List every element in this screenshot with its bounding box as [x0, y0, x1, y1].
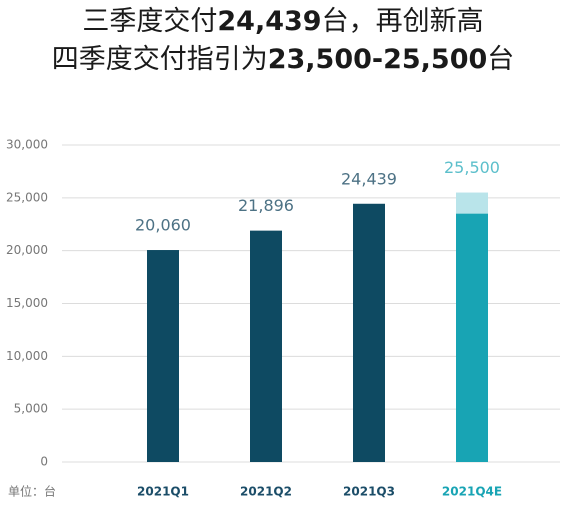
- title-line: 三季度交付24,439台，再创新高: [82, 6, 483, 37]
- bar: [147, 250, 179, 462]
- title-line: 四季度交付指引为23,500-25,500台: [52, 44, 515, 75]
- y-tick-label: 15,000: [6, 296, 48, 310]
- value-label: 20,060: [135, 216, 191, 235]
- value-label: 21,896: [238, 196, 294, 215]
- title-part: 台: [487, 44, 514, 75]
- bar-guidance-low: [456, 213, 488, 462]
- y-tick-label: 10,000: [6, 349, 48, 363]
- x-tick-label: 2021Q4E: [442, 485, 502, 499]
- x-tick-label: 2021Q2: [240, 485, 292, 499]
- bar: [353, 203, 385, 462]
- title-part: 24,439: [217, 6, 321, 37]
- y-tick-label: 20,000: [6, 243, 48, 257]
- x-tick-label: 2021Q1: [137, 485, 189, 499]
- title-part: 四季度交付指引为: [52, 44, 268, 75]
- value-label: 24,439: [341, 169, 397, 188]
- unit-label: 单位：台: [8, 484, 56, 499]
- title-part: 23,500-25,500: [268, 44, 488, 75]
- bar: [250, 230, 282, 462]
- y-tick-label: 0: [40, 455, 48, 469]
- y-tick-label: 5,000: [14, 402, 48, 416]
- y-tick-label: 25,000: [6, 190, 48, 204]
- title-part: 三季度交付: [82, 6, 217, 37]
- title-part: 台，再创新高: [322, 6, 484, 37]
- value-label: 25,500: [444, 158, 500, 177]
- x-tick-label: 2021Q3: [343, 485, 395, 499]
- y-tick-label: 30,000: [6, 138, 48, 152]
